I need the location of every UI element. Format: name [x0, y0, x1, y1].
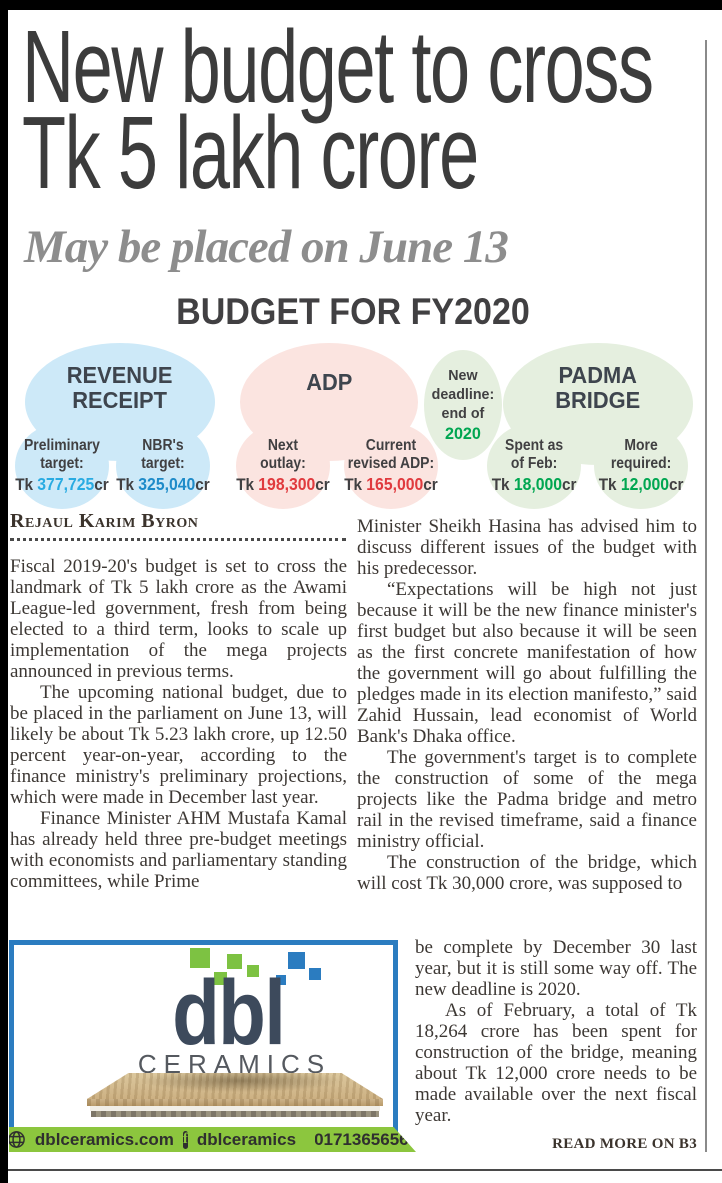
logo-square-icon — [190, 948, 210, 968]
deadline-value: 2020 — [445, 424, 481, 444]
stat-value-spent-as-of-feb: Tk 18,000cr — [491, 474, 577, 495]
bubble-padma-bridge: PADMA BRIDGE — [503, 343, 693, 465]
subtitle: May be placed on June 13 — [24, 221, 509, 273]
stat-bubble-more-required: More required: Tk 12,000cr — [594, 423, 688, 509]
dbl-logo: dbl — [172, 962, 286, 1064]
paragraph: Finance Minister AHM Mustafa Kamal has a… — [10, 808, 347, 892]
ad-contact-bar: dblceramics.com f dblceramics 0171365656… — [9, 1127, 416, 1152]
bubble-padma-bridge-label: PADMA BRIDGE — [555, 362, 641, 414]
stat-bubble-nbr-target: NBR's target: Tk 325,040cr — [116, 423, 210, 509]
article-column-left: Fiscal 2019-20's budget is set to cross … — [10, 556, 347, 892]
paragraph: The government's target is to complete t… — [357, 747, 697, 852]
stat-bubble-next-outlay: Next outlay: Tk 198,300cr — [236, 423, 330, 509]
article-column-right: Minister Sheikh Hasina has advised him t… — [357, 516, 697, 894]
stat-bubble-spent-as-of-feb: Spent as of Feb: Tk 18,000cr — [487, 423, 581, 509]
ad-website: dblceramics.com — [34, 1129, 174, 1149]
logo-square-icon — [276, 975, 286, 985]
byline-separator — [10, 538, 346, 541]
logo-square-icon — [227, 954, 242, 969]
bubble-adp-label: ADP — [305, 369, 353, 395]
paragraph: As of February, a total of Tk 18,264 cro… — [415, 1000, 697, 1126]
paragraph: “Expectations will be high not just beca… — [357, 579, 697, 747]
stat-value-next-outlay: Tk 198,300cr — [236, 474, 330, 495]
byline: Rejaul Karim Byron — [10, 510, 199, 532]
paragraph: Fiscal 2019-20's budget is set to cross … — [10, 556, 347, 682]
globe-icon — [9, 1130, 26, 1149]
logo-square-icon — [309, 968, 321, 980]
page-edge-left — [0, 0, 8, 1183]
bubble-new-deadline: New deadline: end of 2020 — [424, 350, 502, 460]
paragraph: Minister Sheikh Hasina has advised him t… — [357, 516, 697, 579]
paragraph: The construction of the bridge, which wi… — [357, 852, 697, 894]
ceramic-tile-image — [87, 1073, 383, 1117]
ad-facebook-handle: dblceramics — [196, 1129, 297, 1149]
paragraph: be complete by December 30 last year, bu… — [415, 937, 697, 1000]
column-divider-rule — [705, 40, 707, 1152]
bubble-revenue-receipt-label: REVENUE RECEIPT — [67, 362, 173, 414]
page-edge-top — [0, 0, 722, 10]
stat-value-more-required: Tk 12,000cr — [598, 474, 684, 495]
ad-phone-number: 01713656565 — [314, 1129, 419, 1149]
logo-square-icon — [247, 965, 259, 977]
infographic-title: BUDGET FOR FY2020 — [176, 291, 530, 332]
logo-square-icon — [214, 972, 227, 985]
page-bottom-rule — [8, 1169, 722, 1171]
read-more-note: READ MORE ON B3 — [552, 1136, 697, 1152]
headline-line-2: Tk 5 lakh crore — [22, 95, 479, 210]
stat-value-preliminary-target: Tk 377,725cr — [15, 474, 109, 495]
bubble-new-deadline-text: New deadline: end of 2020 — [431, 367, 495, 444]
stat-value-current-revised-adp: Tk 165,000cr — [344, 474, 438, 495]
facebook-icon: f — [182, 1130, 188, 1149]
ad-dbl-ceramics: dbl CERAMICS — [9, 940, 398, 1146]
headline-line-1: New budget to cross — [22, 9, 654, 124]
stat-value-nbr-target: Tk 325,040cr — [116, 474, 210, 495]
headline: New budget to cross Tk 5 lakh crore — [22, 9, 654, 210]
logo-square-icon — [288, 952, 305, 969]
article-column-right-narrow: be complete by December 30 last year, bu… — [415, 937, 697, 1155]
stat-bubble-preliminary-target: Preliminary target: Tk 377,725cr — [15, 423, 109, 509]
paragraph: The upcoming national budget, due to be … — [10, 682, 347, 808]
stat-bubble-current-revised-adp: Current revised ADP: Tk 165,000cr — [344, 423, 438, 509]
